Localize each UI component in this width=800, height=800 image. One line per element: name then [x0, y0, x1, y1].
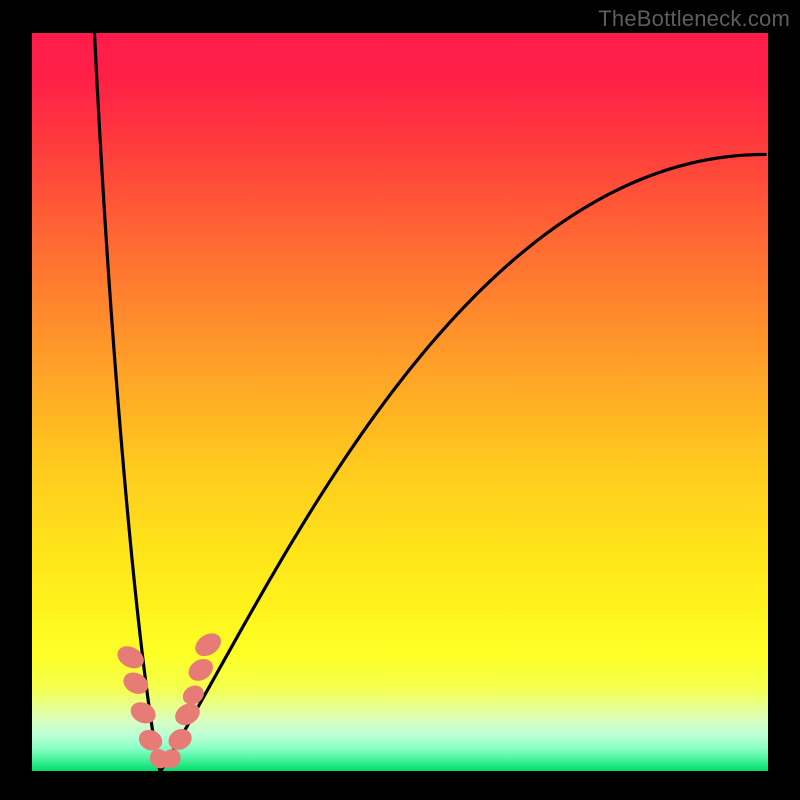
watermark-label: TheBottleneck.com — [598, 6, 790, 32]
chart-container: TheBottleneck.com — [0, 0, 800, 800]
bottleneck-curve-chart — [0, 0, 800, 800]
